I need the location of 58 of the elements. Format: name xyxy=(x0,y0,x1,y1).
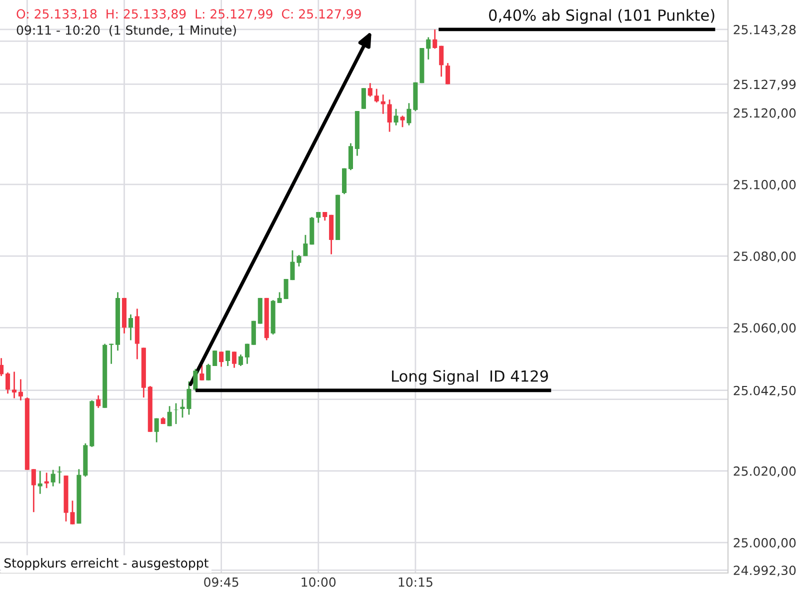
candlestick xyxy=(226,350,230,367)
y-tick-label: 25.080,00 xyxy=(734,252,796,262)
candlestick xyxy=(174,402,178,425)
y-tick-label: 25.100,00 xyxy=(734,180,796,191)
candlestick xyxy=(361,87,366,110)
y-tick-label: 25.000,00 xyxy=(734,538,796,549)
annotation: Stoppkurs erreicht - ausgestoppt xyxy=(4,558,208,570)
candlestick xyxy=(154,418,159,443)
candlestick xyxy=(44,472,49,489)
x-tick-label: 10:00 xyxy=(302,577,336,587)
candlestick xyxy=(57,466,62,484)
y-tick-label: 25.143,28 xyxy=(734,24,796,36)
candlestick xyxy=(400,114,405,128)
candlestick xyxy=(219,350,224,368)
candlestick xyxy=(316,211,321,224)
candlestick xyxy=(18,378,23,402)
annotation: 0,40% ab Signal (101 Punkte) xyxy=(489,9,714,24)
candlestick xyxy=(348,142,353,171)
candlestick xyxy=(206,363,211,382)
y-tick-label: 25.120,00 xyxy=(734,108,796,120)
candlestick xyxy=(406,102,412,126)
candlestick xyxy=(439,45,444,78)
candlestick xyxy=(374,88,379,104)
text: O: 25.133,18 H: 25.133,89 L: 25.127,99 C: 25.127,99 xyxy=(16,9,361,20)
candlestick xyxy=(38,470,42,495)
candlestick xyxy=(446,62,450,85)
text: 09:11 - 10:20 (1 Stunde, 1 Minute) xyxy=(16,25,236,36)
x-tick-label: 10:15 xyxy=(398,577,432,587)
y-tick-label: 25.127,99 xyxy=(734,80,796,90)
candlestick xyxy=(109,343,114,365)
annotation: Long Signal ID 4129 xyxy=(392,370,548,385)
candlestick xyxy=(50,469,56,488)
candlestick xyxy=(200,364,204,382)
y-tick-label: 25.060,00 xyxy=(734,323,796,334)
candlestick xyxy=(167,405,172,427)
candlestick xyxy=(12,371,17,399)
candlestick xyxy=(426,36,431,60)
candlestick xyxy=(96,394,101,409)
y-tick-label: 24.992,30 xyxy=(734,566,796,576)
x-tick-label: 09:45 xyxy=(204,577,238,587)
candlestick xyxy=(387,98,392,132)
candlestick xyxy=(238,354,243,367)
candlestick xyxy=(303,234,308,257)
candlestick xyxy=(432,28,438,50)
candlestick xyxy=(31,468,36,513)
candlestick xyxy=(128,314,133,341)
candlestick xyxy=(232,350,237,368)
y-tick-label: 25.020,00 xyxy=(734,466,796,478)
y-tick-label: 25.042,50 xyxy=(734,386,796,397)
candlestick xyxy=(193,368,198,392)
candlestick xyxy=(5,372,10,394)
candlestick xyxy=(0,357,4,377)
candlestick xyxy=(394,108,398,126)
candlestick xyxy=(368,82,372,98)
candlestick xyxy=(251,320,256,346)
candlestick xyxy=(212,350,218,367)
candlestick xyxy=(277,292,282,304)
candlestick xyxy=(244,343,250,365)
